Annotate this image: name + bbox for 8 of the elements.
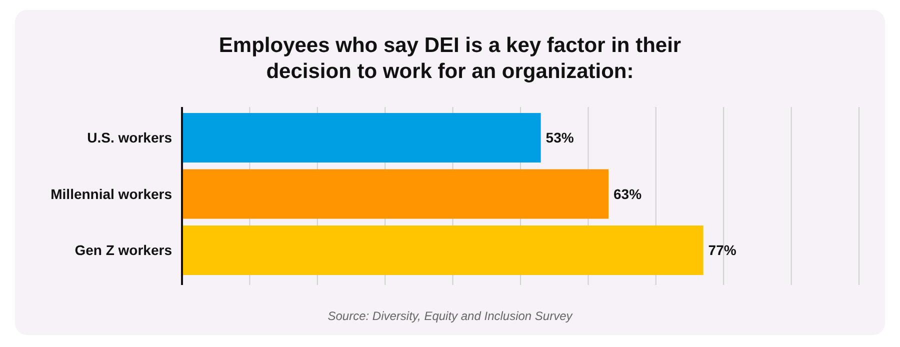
data-label: 77% <box>708 242 737 258</box>
data-label: 53% <box>546 130 574 146</box>
y-tick-label: Millennial workers <box>50 186 172 202</box>
data-label: 63% <box>614 186 642 202</box>
source-note: Source: Diversity, Equity and Inclusion Survey <box>328 309 574 323</box>
y-tick-label: U.S. workers <box>87 130 172 146</box>
y-tick-label: Gen Z workers <box>74 242 172 258</box>
chart-title: Employees who say DEI is a key factor in their decision to work for an organization: <box>218 34 682 83</box>
